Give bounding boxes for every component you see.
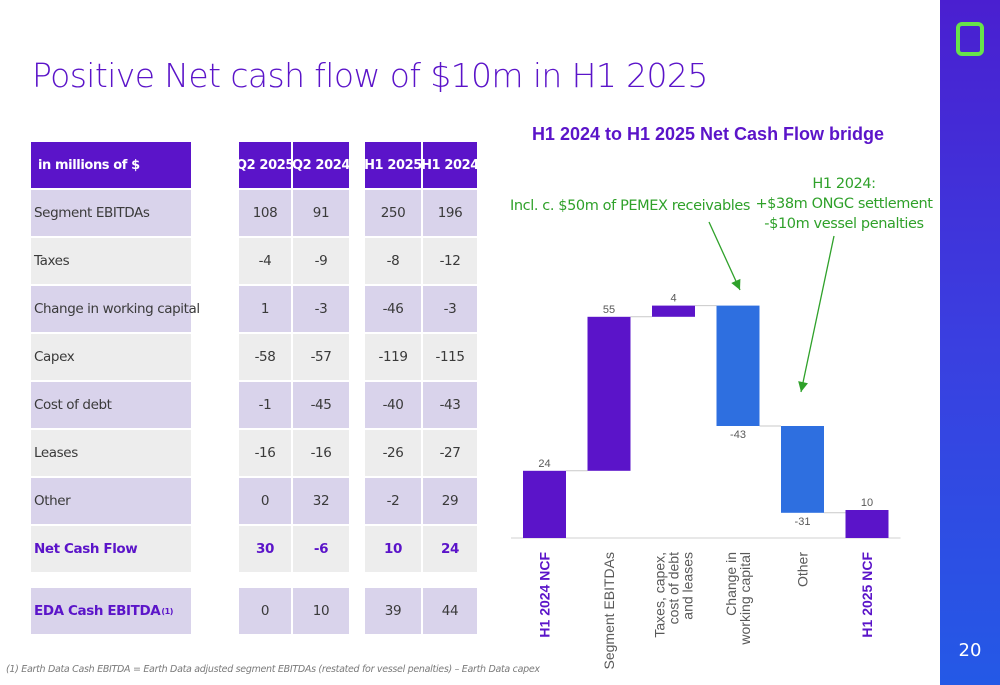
table-row: Capex -58 -57 -119 -115 — [31, 334, 477, 380]
bar — [523, 470, 566, 538]
table-header-cell: H1 2024 — [421, 142, 479, 188]
table-header-row: in millions of $ Q2 2025 Q2 2024 H1 2025… — [31, 142, 479, 188]
annotation-pemex: Incl. c. $50m of PEMEX receivables — [510, 198, 751, 214]
table-cell: -16 — [293, 430, 349, 476]
row-label: Cost of debt — [31, 382, 191, 428]
table-cell: -8 — [365, 238, 421, 284]
table-cell: 24 — [423, 526, 477, 572]
category-label: Change inworking capital — [723, 552, 753, 646]
table-cell: -6 — [293, 526, 349, 572]
chart-title: H1 2024 to H1 2025 Net Cash Flow bridge — [531, 124, 885, 144]
data-label: -31 — [795, 516, 811, 528]
category-label: Other — [795, 552, 811, 587]
table-cell: -40 — [365, 382, 421, 428]
category-label: Taxes, capex,cost of debtand leases — [652, 552, 696, 638]
table-cell: 10 — [293, 588, 349, 634]
logo-icon — [956, 22, 984, 56]
data-label: 24 — [538, 458, 550, 470]
annotation-h1-2024: H1 2024: +$38m ONGC settlement -$10m ves… — [754, 174, 934, 234]
bar — [781, 426, 824, 513]
page-title: Positive Net cash flow of $10m in H1 202… — [32, 56, 708, 95]
table-row: Leases -16 -16 -26 -27 — [31, 430, 477, 476]
table-cell: 39 — [365, 588, 421, 634]
row-label: Taxes — [31, 238, 191, 284]
bar — [652, 305, 695, 317]
table-row: Taxes -4 -9 -8 -12 — [31, 238, 477, 284]
table-cell: -26 — [365, 430, 421, 476]
table-cell: -45 — [293, 382, 349, 428]
table-row: Cost of debt -1 -45 -40 -43 — [31, 382, 477, 428]
bar — [716, 305, 760, 426]
table-cell: 30 — [239, 526, 291, 572]
annotation-arrow-pemex-head — [731, 278, 741, 290]
row-label: Net Cash Flow — [31, 526, 191, 572]
table-cell: -43 — [423, 382, 477, 428]
table-cell: 108 — [239, 190, 291, 236]
page-number: 20 — [958, 640, 982, 661]
row-label: Segment EBITDAs — [31, 190, 191, 236]
table-cell: -27 — [423, 430, 477, 476]
table-cell: -119 — [365, 334, 421, 380]
data-label: -43 — [730, 429, 746, 441]
annotation-line: +$38m ONGC settlement — [755, 196, 933, 212]
row-label-text: EDA Cash EBITDA — [34, 603, 161, 619]
row-label: Leases — [31, 430, 191, 476]
table-header-cell: H1 2025 — [364, 142, 422, 188]
table-row-eda-cash-ebitda: EDA Cash EBITDA (1) 0 10 39 44 — [31, 588, 477, 634]
footnote-marker: (1) — [161, 606, 174, 616]
table-cell: 1 — [239, 286, 291, 332]
table-row-net-cash-flow: Net Cash Flow 30 -6 10 24 — [31, 526, 477, 572]
data-label: 10 — [861, 497, 873, 509]
table-cell: 32 — [293, 478, 349, 524]
row-label: EDA Cash EBITDA (1) — [31, 588, 191, 634]
table-cell: -1 — [239, 382, 291, 428]
table-cell: -2 — [365, 478, 421, 524]
table-header-cell: in millions of $ — [31, 142, 191, 188]
table-cell: -12 — [423, 238, 477, 284]
table-header-cell: Q2 2024 — [292, 142, 350, 188]
annotation-arrow-pemex — [708, 221, 741, 291]
table-cell: 91 — [293, 190, 349, 236]
category-label: H1 2024 NCF — [537, 552, 553, 638]
row-label: Change in working capital — [31, 286, 200, 332]
data-label: 55 — [603, 304, 615, 316]
table-cell: -58 — [239, 334, 291, 380]
table-cell: -4 — [239, 238, 291, 284]
annotation-line: H1 2024: — [812, 176, 876, 192]
side-bar: 20 — [940, 0, 1000, 685]
table-cell: 10 — [365, 526, 421, 572]
footnote: (1) Earth Data Cash EBITDA = Earth Data … — [6, 664, 540, 675]
table-cell: 44 — [423, 588, 477, 634]
row-label: Other — [31, 478, 191, 524]
table-cell: -3 — [293, 286, 349, 332]
table-cell: 196 — [423, 190, 477, 236]
annotation-line: -$10m vessel penalties — [764, 216, 924, 232]
table-cell: -57 — [293, 334, 349, 380]
table-cell: 0 — [239, 478, 291, 524]
annotation-arrow-ongc — [800, 235, 835, 393]
table-cell: -16 — [239, 430, 291, 476]
data-label: 4 — [670, 293, 676, 305]
table-cell: 250 — [365, 190, 421, 236]
category-label: H1 2025 NCF — [859, 552, 875, 638]
table-row: Segment EBITDAs 108 91 250 196 — [31, 190, 477, 236]
row-label: Capex — [31, 334, 191, 380]
table-row: Other 0 32 -2 29 — [31, 478, 477, 524]
table-cell: -9 — [293, 238, 349, 284]
table-cell: 29 — [423, 478, 477, 524]
annotation-arrow-ongc-head — [798, 381, 808, 392]
table-cell: -115 — [423, 334, 477, 380]
bar — [845, 510, 889, 538]
category-label: Segment EBITDAs — [601, 552, 617, 670]
waterfall-chart: 24 55 4 -43 -31 10 H1 2024 NCF Segment EBITDAs T… — [511, 221, 901, 670]
bar — [587, 316, 631, 471]
table-cell: 0 — [239, 588, 291, 634]
table-header-cell: Q2 2025 — [236, 142, 294, 188]
table-row: Change in working capital 1 -3 -46 -3 — [31, 286, 477, 332]
table-cell: -46 — [365, 286, 421, 332]
table-cell: -3 — [423, 286, 477, 332]
